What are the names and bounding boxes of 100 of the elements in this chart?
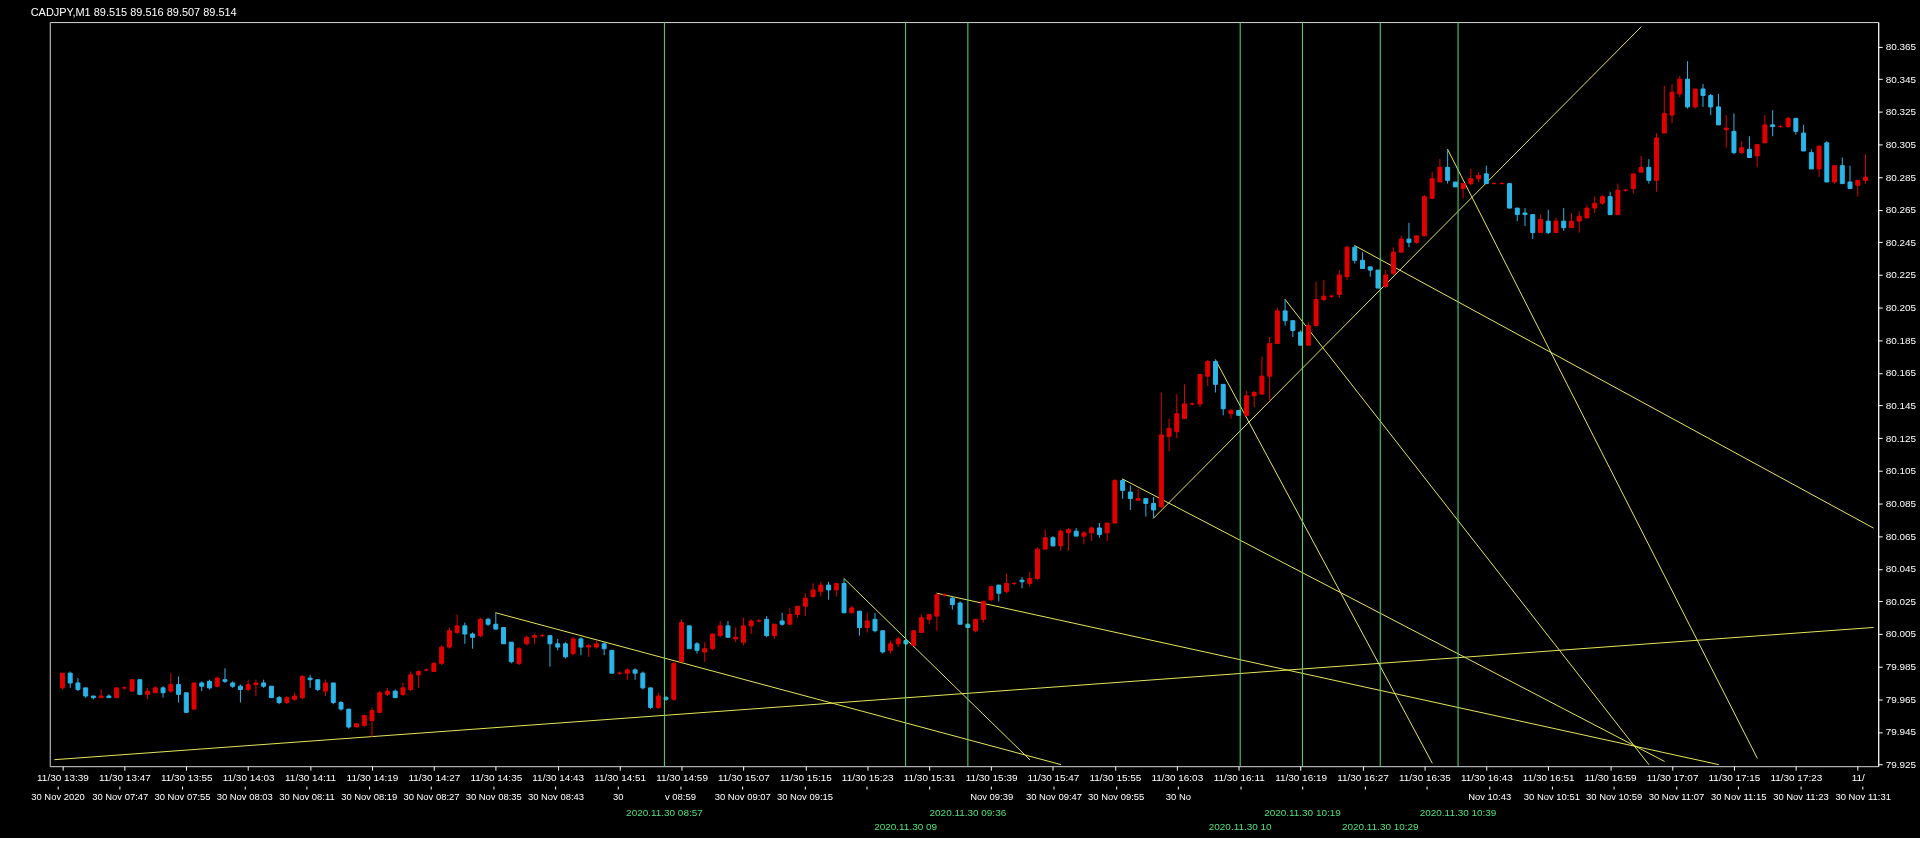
candlestick [454,613,460,635]
candlestick [857,610,862,637]
candlestick [756,618,762,624]
x2-tick-label: 30 Nov 07:47 [92,790,149,802]
x2-tick-label: 30 [612,790,624,802]
candlestick [1437,158,1443,183]
candlestick [1127,485,1133,511]
candlestick [1282,298,1288,327]
candlestick [1723,114,1729,149]
candlestick [1576,210,1582,234]
y-tick-label: 80.125 [1885,432,1917,444]
candlestick [1863,153,1868,185]
y-tick-label: 80.145 [1885,400,1917,412]
x2-tick-label: 30 Nov 07:55 [154,790,211,802]
candlestick [369,706,375,738]
x2-tick-label: Nov 09:39 [970,790,1014,802]
candlestick [980,600,986,624]
candlestick [1445,148,1451,185]
y-tick-label: 80.365 [1885,41,1917,53]
candlestick [1065,527,1071,552]
candlestick [1081,530,1087,545]
candlestick [1762,114,1768,144]
x2-tick-label: 30 Nov 08:35 [465,790,522,802]
candlestick [740,617,746,646]
x-tick-label: 11/30 13:47 [98,771,152,783]
x-tick-label: 11/30 16:03 [1151,771,1204,783]
candlestick [1545,209,1551,235]
y-tick-label: 80.325 [1885,106,1917,118]
x-tick-label: 11/30 17:23 [1770,771,1823,783]
candlestick [1847,165,1853,190]
candlestick [1746,135,1752,159]
x-tick-label: 11/30 17:15 [1708,771,1761,783]
candlestick [934,592,940,632]
candlestick [222,667,228,684]
candlestick [1630,173,1636,194]
candlestick [601,641,607,656]
candlestick [1429,171,1435,199]
candlestick [98,688,104,699]
x-tick-label: 11/30 14:03 [222,771,276,783]
y-tick-label: 80.005 [1885,628,1917,640]
x2-tick-label: Nov 10:43 [1468,790,1512,802]
candlestick [307,674,313,689]
x-tick-label: 11/30 15:39 [965,771,1018,783]
candlestick [1607,191,1613,216]
y-tick-label: 80.225 [1885,269,1917,281]
x-tick-label: 11/30 16:19 [1275,771,1328,783]
candlestick [1174,393,1180,439]
x-tick-label: 11/30 13:39 [37,771,90,783]
candlestick [508,641,514,664]
candlestick [1336,269,1342,299]
y-tick-label: 80.205 [1885,302,1917,314]
x-tick-label: 11/30 15:55 [1089,771,1142,783]
x-tick-label: 11/30 16:11 [1213,771,1266,783]
candlestick [702,641,708,663]
candlestick [1646,158,1652,185]
y-tick-label: 80.285 [1885,171,1917,183]
x2-tick-label: 30 Nov 11:23 [1773,790,1829,802]
candlestick [1004,573,1010,594]
candlestick [1042,529,1048,550]
candlestick [168,672,174,694]
candlestick [648,687,654,710]
candlestick [1731,112,1737,155]
candlestick [1638,155,1644,173]
y-tick-label: 80.085 [1885,497,1917,509]
x-tick-label: 11/30 16:43 [1460,771,1514,783]
x2-tick-label: 30 Nov 10:59 [1586,790,1643,802]
candlestick [1816,145,1822,178]
x-tick-label: 11/30 14:27 [408,771,461,783]
x-tick-label: 11/30 14:59 [656,771,709,783]
x2-tick-label: 30 Nov 08:43 [527,790,585,802]
y-tick-label: 80.025 [1885,595,1917,607]
x-tick-label: 11/30 15:07 [718,771,771,783]
candlestick [1120,478,1126,500]
candlestick [1321,279,1327,302]
candlestick [547,635,553,668]
candlestick [1058,529,1064,552]
x-tick-label: 11/30 16:51 [1522,771,1576,783]
y-tick-label: 79.925 [1885,759,1917,771]
x-tick-label: 11/30 16:35 [1399,771,1452,783]
x2-tick-label: 30 Nov 09:55 [1088,790,1145,802]
ref-line-label: 2020.11.30 09:36 [929,806,1007,818]
candlestick [346,708,352,730]
candlestick [1151,496,1157,519]
candlestick [872,612,878,633]
ref-line-label: 2020.11.30 10:19 [1264,806,1342,818]
candlestick [686,625,692,650]
x2-tick-label: 30 Nov 10:51 [1523,790,1580,802]
y-tick-label: 80.265 [1885,204,1917,216]
x2-tick-label: 30 Nov 08:11 [279,790,335,802]
candlestick [1530,214,1536,240]
y-tick-label: 80.245 [1885,236,1917,248]
candlestick [1715,93,1721,126]
x2-tick-label: 30 Nov 11:07 [1648,790,1705,802]
candlestick [1808,148,1814,170]
candlestick [183,692,189,713]
candlestick [439,644,445,666]
ref-line-label: 2020.11.30 09 [874,820,938,832]
candlestick [1661,85,1667,134]
candlestick [477,617,483,638]
x2-tick-label: 30 Nov 08:03 [216,790,273,802]
